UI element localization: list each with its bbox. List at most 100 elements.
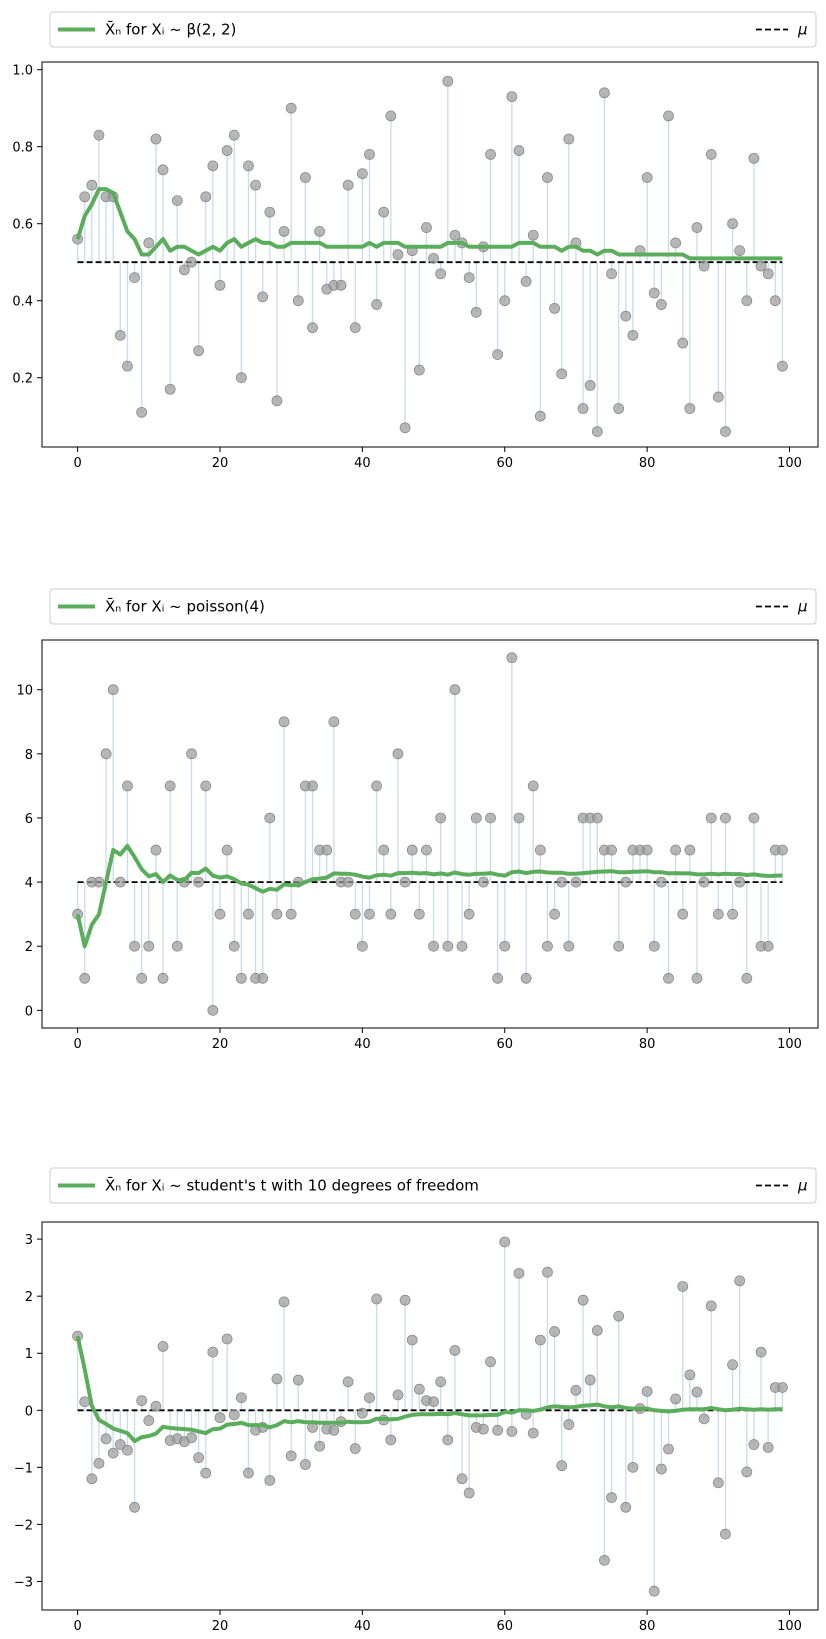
sample-point-6 bbox=[114, 1439, 126, 1450]
sample-point-71 bbox=[577, 403, 589, 414]
legend-frame bbox=[49, 1167, 817, 1204]
sample-point-64 bbox=[527, 229, 539, 241]
sample-point-91 bbox=[720, 1528, 731, 1540]
sample-point-67 bbox=[549, 302, 560, 314]
sample-point-19 bbox=[207, 160, 219, 172]
sample-point-17 bbox=[193, 1452, 205, 1464]
sample-point-61 bbox=[506, 1426, 518, 1437]
running-mean-line bbox=[75, 1335, 783, 1444]
x-tick-label: 0 bbox=[73, 456, 81, 471]
sample-point-85 bbox=[677, 337, 689, 349]
sample-point-62 bbox=[513, 812, 525, 824]
sample-point-17 bbox=[193, 876, 205, 888]
sample-point-4 bbox=[100, 1433, 112, 1445]
sample-point-90 bbox=[712, 391, 724, 403]
sample-point-99 bbox=[777, 360, 788, 372]
sample-point-51 bbox=[435, 268, 447, 280]
sample-point-64 bbox=[527, 1427, 539, 1439]
y-tick-label: 0 bbox=[25, 1004, 33, 1019]
sample-point-11 bbox=[150, 1400, 162, 1412]
sample-point-16 bbox=[186, 256, 197, 268]
sample-point-81 bbox=[648, 940, 660, 952]
sample-points bbox=[72, 652, 788, 1016]
sample-point-67 bbox=[549, 1326, 560, 1337]
sample-point-92 bbox=[727, 908, 738, 920]
sample-point-12 bbox=[157, 164, 169, 176]
x-tick-label: 40 bbox=[354, 456, 371, 471]
sample-point-23 bbox=[235, 972, 247, 984]
sample-point-60 bbox=[499, 295, 511, 307]
sample-point-44 bbox=[385, 908, 397, 920]
sample-point-75 bbox=[606, 844, 617, 856]
sample-point-55 bbox=[463, 908, 475, 920]
sample-point-86 bbox=[684, 844, 696, 856]
sample-point-14 bbox=[171, 195, 183, 207]
sample-point-22 bbox=[228, 940, 240, 952]
sample-point-66 bbox=[542, 172, 553, 183]
sample-point-49 bbox=[421, 222, 432, 233]
sample-point-65 bbox=[534, 844, 546, 856]
sample-point-18 bbox=[200, 780, 212, 792]
sample-point-41 bbox=[364, 908, 375, 920]
sample-point-54 bbox=[456, 1473, 468, 1485]
x-tick-label: 100 bbox=[777, 1619, 802, 1634]
sample-point-94 bbox=[741, 972, 753, 984]
sample-point-8 bbox=[129, 940, 140, 952]
sample-point-42 bbox=[371, 1293, 383, 1305]
sample-point-1 bbox=[79, 1396, 91, 1408]
sample-point-47 bbox=[406, 844, 418, 856]
sample-point-56 bbox=[470, 812, 482, 824]
sample-point-82 bbox=[655, 1463, 667, 1475]
sample-point-1 bbox=[79, 972, 91, 984]
sample-point-7 bbox=[122, 1444, 133, 1456]
sample-point-66 bbox=[542, 940, 553, 952]
sample-point-97 bbox=[762, 940, 774, 952]
sample-point-85 bbox=[677, 1281, 689, 1292]
sample-point-4 bbox=[100, 748, 112, 760]
sample-point-98 bbox=[769, 295, 781, 307]
sample-point-63 bbox=[520, 972, 532, 984]
sample-point-55 bbox=[463, 272, 475, 284]
sample-point-15 bbox=[178, 264, 190, 276]
sample-point-68 bbox=[556, 1460, 568, 1472]
sample-point-26 bbox=[257, 972, 269, 984]
sample-point-73 bbox=[591, 426, 603, 438]
sample-point-74 bbox=[599, 1554, 610, 1566]
legend-frame bbox=[49, 11, 817, 48]
sample-point-9 bbox=[136, 406, 148, 418]
y-tick-label: 2 bbox=[25, 940, 33, 955]
sample-point-44 bbox=[385, 110, 397, 122]
x-tick-label: 40 bbox=[354, 1619, 371, 1634]
y-tick-label: 10 bbox=[16, 684, 33, 699]
sample-point-36 bbox=[328, 1424, 340, 1436]
sample-point-84 bbox=[670, 844, 682, 856]
sample-point-5 bbox=[107, 684, 119, 696]
sample-point-92 bbox=[727, 218, 738, 230]
y-tick-label: 2 bbox=[25, 1290, 33, 1305]
sample-point-93 bbox=[734, 1275, 746, 1287]
sample-point-27 bbox=[264, 206, 276, 218]
sample-point-76 bbox=[613, 403, 625, 414]
legend-running-mean-label: X̄ₙ for Xᵢ ~ poisson(4) bbox=[105, 597, 265, 616]
sample-point-68 bbox=[556, 368, 568, 380]
sample-point-41 bbox=[364, 148, 375, 160]
sample-point-65 bbox=[534, 410, 546, 422]
sample-point-40 bbox=[356, 168, 368, 180]
sample-point-47 bbox=[406, 1334, 418, 1346]
sample-point-72 bbox=[584, 1374, 596, 1386]
sample-point-81 bbox=[648, 287, 660, 299]
sample-point-7 bbox=[122, 780, 133, 792]
legend-running-mean-label: X̄ₙ for Xᵢ ~ student's t with 10 degrees… bbox=[105, 1176, 479, 1195]
sample-point-56 bbox=[470, 306, 482, 318]
sample-point-21 bbox=[221, 145, 233, 156]
sample-point-27 bbox=[264, 812, 276, 824]
sample-point-45 bbox=[392, 1389, 404, 1401]
sample-point-24 bbox=[243, 160, 254, 172]
sample-point-18 bbox=[200, 1467, 212, 1479]
sample-point-71 bbox=[577, 1294, 589, 1306]
x-tick-label: 100 bbox=[777, 456, 802, 471]
sample-point-90 bbox=[712, 1477, 724, 1489]
legend-frame bbox=[49, 588, 817, 625]
sample-point-80 bbox=[641, 1386, 653, 1397]
y-tick-label: −3 bbox=[14, 1575, 33, 1590]
